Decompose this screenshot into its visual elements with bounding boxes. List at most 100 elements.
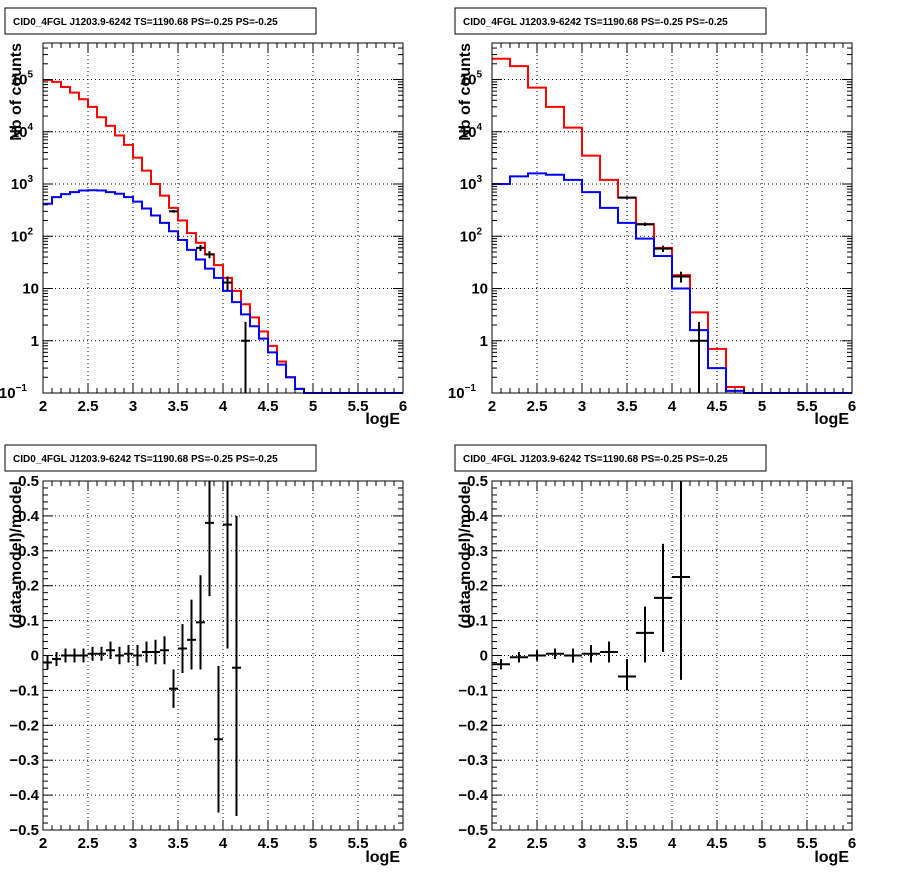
- y-tick-exponent: 2: [27, 226, 33, 237]
- y-tick-label: 0.5: [467, 473, 488, 490]
- x-tick-label: 4: [219, 835, 228, 852]
- residual-point: [70, 648, 79, 663]
- x-tick-label: 6: [848, 835, 856, 852]
- residual-point: [205, 481, 214, 597]
- residual-point: [510, 652, 528, 663]
- x-tick-label: 2.5: [527, 835, 548, 852]
- x-tick-label: 3: [578, 398, 586, 415]
- x-tick-label: 5: [758, 398, 766, 415]
- y-tick-label: 0: [480, 648, 488, 665]
- residual-point: [106, 641, 115, 659]
- y-tick-label: −0.4: [458, 787, 488, 804]
- residual-point: [124, 645, 133, 663]
- y-tick-label: −0.2: [9, 717, 39, 734]
- residual-point: [582, 645, 600, 663]
- y-tick-base: 10: [0, 385, 16, 402]
- residual-point: [214, 665, 223, 813]
- y-tick-exponent: −1: [465, 383, 477, 394]
- y-tick-exponent: 2: [476, 226, 482, 237]
- residual-point: [672, 481, 690, 680]
- residual-point: [654, 543, 672, 653]
- y-tick-exponent: −1: [16, 383, 28, 394]
- y-tick-exponent: 4: [476, 122, 482, 133]
- x-tick-label: 6: [399, 398, 407, 415]
- residual-point: [115, 646, 124, 665]
- y-tick-label: 0.2: [467, 578, 488, 595]
- grid: [43, 481, 403, 830]
- x-tick-label: 5: [309, 398, 317, 415]
- residual-point: [151, 639, 160, 665]
- y-tick-label: −0.2: [458, 717, 488, 734]
- source-model-histogram: [492, 172, 852, 394]
- x-tick-label: 4: [219, 398, 228, 415]
- y-tick-base: 10: [11, 72, 28, 89]
- y-axis: −0.5 −0.4 −0.3 −0.2 −0.1 0 0.1 0.2 0.3 0.4 0.5: [458, 473, 852, 839]
- y-tick-label: 10−1: [448, 383, 477, 402]
- chart-title: CID0_4FGL J1203.9-6242 TS=1190.68 PS=-0.…: [13, 454, 278, 465]
- y-tick-base: 10: [471, 281, 488, 298]
- y-axis-label: Nb of counts: [457, 43, 474, 141]
- x-tick-label: 3.5: [617, 398, 638, 415]
- residual-point: [133, 645, 142, 666]
- y-tick-exponent: 3: [476, 174, 482, 185]
- x-tick-label: 4.5: [258, 835, 279, 852]
- y-tick-base: 1: [480, 333, 488, 350]
- data-point: [223, 276, 232, 291]
- y-axis-label: (data-model)/model: [8, 481, 25, 629]
- x-tick-label: 5.5: [348, 398, 369, 415]
- y-tick-label: −0.1: [9, 682, 39, 699]
- y-tick-exponent: 5: [27, 70, 33, 81]
- x-axis-label: logE: [365, 849, 400, 866]
- x-tick-label: 4: [668, 835, 677, 852]
- x-tick-label: 4: [668, 398, 677, 415]
- x-tick-label: 2: [488, 835, 496, 852]
- x-tick-label: 6: [848, 398, 856, 415]
- y-tick-base: 10: [460, 176, 477, 193]
- chart-panel-4: 2 2.5 3 3.5 4 4.5 5 5.5 6 −0.5 −0.4 −0.3 −0.2 −0.1 0 0.…: [454, 444, 856, 866]
- y-axis-label: (data-model)/model: [457, 481, 474, 629]
- y-tick-label: 104: [11, 122, 34, 141]
- y-tick-base: 10: [11, 124, 28, 141]
- residual-point: [187, 599, 196, 670]
- residual-point: [160, 636, 169, 665]
- title-box: [4, 444, 317, 472]
- y-tick-exponent: 3: [27, 174, 33, 185]
- residual-point: [564, 648, 582, 663]
- y-axis: −0.5 −0.4 −0.3 −0.2 −0.1 0 0.1 0.2 0.3 0.4 0.5: [9, 473, 403, 839]
- data-point: [196, 245, 205, 252]
- y-tick-label: 102: [11, 226, 34, 245]
- y-tick-label: 0: [31, 648, 39, 665]
- data-point: [618, 196, 636, 199]
- y-tick-base: 1: [31, 333, 39, 350]
- x-axis: 2 2.5 3 3.5 4 4.5 5 5.5 6: [488, 481, 856, 852]
- x-tick-label: 4.5: [707, 835, 728, 852]
- y-tick-label: 105: [11, 70, 34, 89]
- x-tick-label: 3.5: [168, 398, 189, 415]
- x-tick-label: 2.5: [78, 835, 99, 852]
- y-tick-label: −0.4: [9, 787, 39, 804]
- y-tick-label: 0.1: [18, 613, 39, 630]
- residual-point: [88, 646, 97, 661]
- residual-point: [178, 624, 187, 673]
- residual-point: [600, 641, 618, 663]
- x-axis-label: logE: [814, 411, 849, 428]
- y-tick-label: 1: [480, 333, 488, 350]
- x-tick-label: 5.5: [797, 398, 818, 415]
- y-tick-base: 10: [11, 228, 28, 245]
- grid: [43, 43, 403, 393]
- x-tick-label: 2.5: [527, 398, 548, 415]
- y-tick-base: 10: [448, 385, 465, 402]
- chart-title: CID0_4FGL J1203.9-6242 TS=1190.68 PS=-0.…: [13, 17, 278, 28]
- x-tick-label: 2: [488, 398, 496, 415]
- y-tick-label: −0.5: [9, 822, 39, 839]
- grid: [492, 481, 852, 830]
- y-tick-label: 10−1: [0, 383, 27, 402]
- residual-point: [636, 606, 654, 663]
- x-tick-label: 6: [399, 835, 407, 852]
- x-tick-label: 5.5: [797, 835, 818, 852]
- data-point: [169, 210, 178, 213]
- x-tick-label: 3: [129, 835, 137, 852]
- y-tick-label: 102: [460, 226, 483, 245]
- residual-point: [546, 648, 564, 659]
